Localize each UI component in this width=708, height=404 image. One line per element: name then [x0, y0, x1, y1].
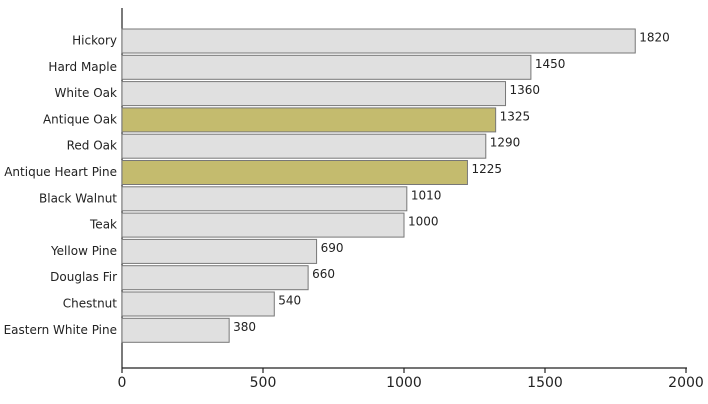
value-label: 1290	[490, 136, 521, 150]
value-label: 540	[278, 294, 301, 308]
x-tick-label: 1500	[527, 375, 563, 391]
y-tick-label: Black Walnut	[39, 191, 117, 205]
value-label: 1010	[411, 188, 442, 202]
y-tick-label: Red Oak	[67, 139, 117, 153]
value-label: 1820	[639, 31, 670, 45]
bar	[121, 291, 275, 317]
x-tick-label: 0	[118, 375, 127, 391]
value-label: 1000	[408, 215, 439, 229]
y-tick-label: White Oak	[55, 86, 118, 100]
y-tick-label: Hickory	[72, 34, 117, 48]
bar	[121, 265, 309, 291]
y-tick-label: Eastern White Pine	[4, 323, 117, 337]
bar	[121, 317, 230, 343]
y-tick-label: Hard Maple	[48, 60, 117, 74]
y-tick-label: Yellow Pine	[50, 244, 117, 258]
y-tick-label: Antique Heart Pine	[4, 165, 117, 179]
value-label: 1360	[510, 83, 541, 97]
bar	[121, 107, 497, 133]
bar	[121, 28, 636, 54]
value-label: 690	[321, 241, 344, 255]
value-label: 660	[312, 267, 335, 281]
bar	[121, 81, 507, 107]
x-tick-label: 2000	[668, 375, 704, 391]
bar	[121, 186, 408, 212]
y-tick-label: Douglas Fir	[50, 270, 117, 284]
bar	[121, 212, 405, 238]
y-tick-label: Antique Oak	[43, 112, 117, 126]
value-label: 1450	[535, 57, 566, 71]
bar	[121, 160, 468, 185]
y-tick-label: Teak	[89, 218, 117, 232]
value-label: 380	[233, 320, 256, 334]
bar	[121, 54, 532, 80]
bar	[121, 238, 318, 264]
y-tick-label: Chestnut	[63, 297, 118, 311]
value-label: 1225	[471, 162, 502, 176]
x-tick-label: 500	[250, 375, 277, 391]
bar	[121, 133, 487, 159]
x-tick-label: 1000	[386, 375, 422, 391]
value-label: 1325	[500, 109, 531, 123]
